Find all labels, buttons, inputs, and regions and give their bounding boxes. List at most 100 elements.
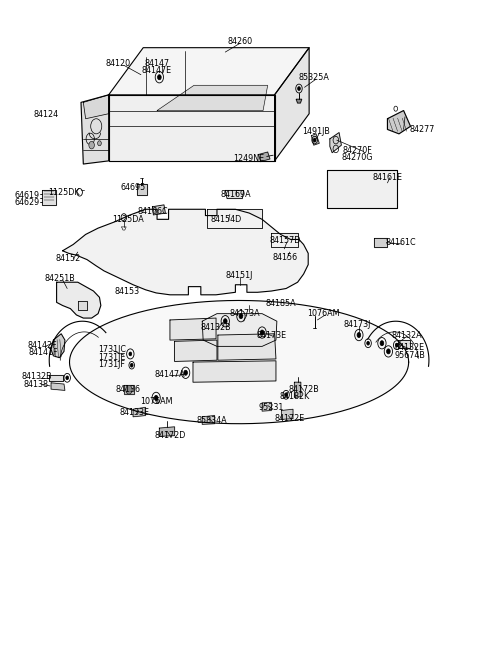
Text: 84124: 84124 <box>34 111 59 119</box>
Text: 84270F: 84270F <box>343 145 372 155</box>
Text: 1076AM: 1076AM <box>140 397 172 406</box>
Text: 84133E: 84133E <box>120 408 150 417</box>
Text: 84172B: 84172B <box>288 384 319 394</box>
Polygon shape <box>218 334 276 360</box>
Text: 84270G: 84270G <box>342 153 373 162</box>
Polygon shape <box>108 48 309 95</box>
Polygon shape <box>62 210 308 295</box>
Text: 1731JC: 1731JC <box>98 345 126 354</box>
Text: 1491JB: 1491JB <box>302 127 330 136</box>
Circle shape <box>285 393 288 397</box>
Polygon shape <box>193 361 276 383</box>
Polygon shape <box>137 184 147 195</box>
Text: 64629: 64629 <box>14 198 40 208</box>
Polygon shape <box>294 383 301 398</box>
Circle shape <box>184 370 188 375</box>
Circle shape <box>396 343 398 347</box>
Polygon shape <box>262 402 271 411</box>
Text: 84156: 84156 <box>273 253 298 261</box>
Circle shape <box>367 341 370 345</box>
Circle shape <box>66 376 69 380</box>
Text: 84277: 84277 <box>409 125 435 134</box>
Text: 84185A: 84185A <box>265 299 296 308</box>
Polygon shape <box>330 132 341 153</box>
Circle shape <box>380 341 384 346</box>
Polygon shape <box>124 385 134 394</box>
Polygon shape <box>202 314 277 346</box>
Text: 95674B: 95674B <box>394 350 425 360</box>
Text: 84173J: 84173J <box>344 320 371 329</box>
Text: 84172E: 84172E <box>275 414 305 423</box>
Circle shape <box>129 352 132 356</box>
Circle shape <box>97 141 101 146</box>
Polygon shape <box>312 134 319 145</box>
Text: 84147A: 84147A <box>155 370 185 379</box>
Polygon shape <box>49 375 62 381</box>
Text: 84132B: 84132B <box>21 372 52 381</box>
Polygon shape <box>133 407 145 417</box>
Polygon shape <box>387 111 410 134</box>
Text: 84132B: 84132B <box>201 323 231 332</box>
Text: 84154D: 84154D <box>211 215 242 224</box>
Text: 84147: 84147 <box>144 59 169 68</box>
Circle shape <box>298 86 300 90</box>
Text: 84141F: 84141F <box>28 348 58 357</box>
Polygon shape <box>81 95 108 164</box>
Circle shape <box>386 349 390 354</box>
Polygon shape <box>42 191 56 205</box>
Text: 84153: 84153 <box>115 286 140 295</box>
Circle shape <box>89 141 95 149</box>
Polygon shape <box>175 340 217 362</box>
Text: 84132E: 84132E <box>395 343 425 352</box>
Text: 84152: 84152 <box>56 254 81 263</box>
Text: 84173A: 84173A <box>229 309 260 318</box>
Text: 84120: 84120 <box>105 59 131 68</box>
Text: 84173E: 84173E <box>256 331 287 339</box>
Text: 1249NE: 1249NE <box>234 155 265 164</box>
Text: 84151J: 84151J <box>226 271 253 280</box>
Circle shape <box>357 333 361 337</box>
Circle shape <box>260 330 264 335</box>
Polygon shape <box>108 95 275 161</box>
Text: 85834A: 85834A <box>196 416 227 425</box>
Polygon shape <box>121 227 126 230</box>
Text: 84260: 84260 <box>228 37 252 46</box>
Text: 84251B: 84251B <box>45 274 76 283</box>
Text: 1076AM: 1076AM <box>308 309 340 318</box>
Text: 84157D: 84157D <box>269 236 301 245</box>
Circle shape <box>239 314 243 319</box>
Polygon shape <box>84 95 108 119</box>
Polygon shape <box>275 48 309 161</box>
Polygon shape <box>202 415 215 424</box>
Polygon shape <box>57 282 101 318</box>
Polygon shape <box>157 85 268 111</box>
Polygon shape <box>296 100 302 103</box>
Polygon shape <box>170 318 216 340</box>
Text: 84136: 84136 <box>116 384 141 394</box>
Polygon shape <box>271 233 298 247</box>
Polygon shape <box>225 191 244 198</box>
Text: 1731JE: 1731JE <box>98 352 126 362</box>
Polygon shape <box>281 409 293 419</box>
Polygon shape <box>51 383 65 390</box>
Polygon shape <box>51 334 65 358</box>
Text: 84142F: 84142F <box>28 341 58 350</box>
Text: 64695: 64695 <box>120 183 146 193</box>
Text: 64619: 64619 <box>14 191 40 200</box>
Text: 1125DA: 1125DA <box>113 215 144 224</box>
Text: 84147E: 84147E <box>142 66 172 75</box>
Text: 84161E: 84161E <box>372 174 402 182</box>
Text: 84132A: 84132A <box>392 331 422 339</box>
Circle shape <box>126 385 132 394</box>
Polygon shape <box>78 301 87 310</box>
Text: 95231: 95231 <box>259 403 284 413</box>
Polygon shape <box>70 301 408 424</box>
Circle shape <box>157 75 161 80</box>
Text: 84161C: 84161C <box>385 238 416 247</box>
Circle shape <box>313 138 316 142</box>
Polygon shape <box>159 427 175 436</box>
Circle shape <box>131 364 133 367</box>
Text: 1125DK: 1125DK <box>48 188 80 196</box>
Text: 85325A: 85325A <box>298 73 329 82</box>
Text: 1731JF: 1731JF <box>98 360 125 369</box>
